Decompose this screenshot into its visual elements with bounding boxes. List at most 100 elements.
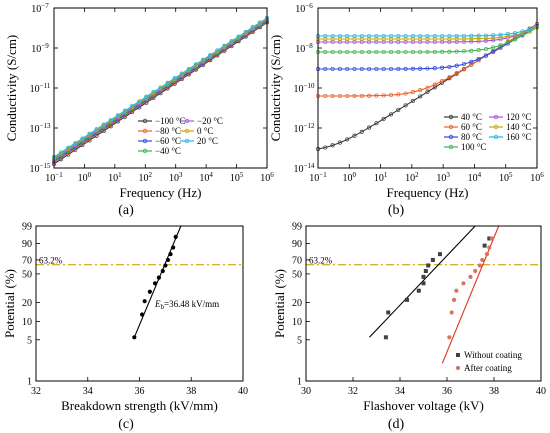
panel-label-a: (a): [118, 203, 134, 218]
data-point: [193, 62, 199, 67]
data-point: [381, 36, 386, 42]
data-point: [337, 36, 342, 42]
data-point: [483, 36, 488, 41]
data-point: [160, 268, 165, 274]
data-point: [418, 36, 423, 42]
x-tick-label: 10−1: [309, 171, 327, 184]
y-tick-label: 90: [292, 239, 302, 250]
data-point: [381, 49, 386, 55]
data-point: [440, 36, 445, 42]
data-point: [461, 39, 467, 44]
data-point: [179, 71, 184, 76]
data-point: [396, 49, 401, 55]
data-point: [330, 39, 335, 45]
data-point: [423, 269, 428, 274]
data-point: [425, 85, 430, 90]
data-point: [489, 236, 494, 241]
data-point: [451, 297, 457, 302]
y-tick-label: 5: [297, 335, 302, 346]
data-point: [374, 93, 379, 98]
data-point: [352, 66, 357, 72]
y-tick-label: 20: [22, 298, 32, 309]
data-point: [388, 49, 394, 55]
y-tick-label: 99: [292, 222, 302, 233]
legend-marker: [184, 118, 190, 124]
data-point: [396, 92, 401, 97]
chart-panel-b: 10−1 100 101 102 103 104 105 106 10−14 10−12 10−10…: [268, 2, 544, 200]
legend-label: 20 °C: [197, 136, 218, 146]
reference-label: 63.2%: [309, 256, 333, 266]
data-point: [250, 25, 255, 30]
data-point: [440, 49, 445, 54]
x-tick-label: 36: [442, 386, 452, 397]
data-point: [59, 150, 64, 155]
x-tick-label: 36: [135, 386, 145, 397]
y-tick-label: 10−13: [30, 122, 51, 135]
data-point: [410, 98, 415, 103]
data-point: [359, 36, 364, 42]
y-tick-label: 20: [292, 298, 302, 309]
x-tick-label: 106: [260, 171, 274, 184]
data-point: [359, 39, 364, 45]
data-point: [468, 274, 473, 279]
data-point: [432, 39, 437, 45]
data-point: [498, 45, 503, 50]
legend-label: −40 °C: [155, 146, 181, 156]
data-point: [323, 49, 328, 55]
data-point: [337, 49, 342, 55]
data-point: [421, 274, 426, 279]
series-line-6: [318, 25, 538, 37]
series-line-6: [53, 17, 268, 158]
legend-label: −80 °C: [155, 126, 181, 136]
legend-marker: [456, 353, 460, 357]
legend-label: 60 °C: [461, 122, 482, 132]
panel-label-b: (b): [388, 203, 405, 218]
data-point: [461, 66, 467, 71]
data-point: [513, 30, 518, 36]
chart-panel-c: 63.2% 32 34 36 38 40 1 5 10 20 50 70 90 99 Breakdown s…: [2, 222, 248, 414]
data-point: [425, 49, 430, 54]
data-point: [476, 39, 481, 44]
data-point: [73, 141, 78, 146]
data-point: [469, 39, 474, 44]
x-tick-label: 101: [108, 171, 122, 184]
x-tick-label: 100: [343, 171, 357, 184]
y-tick-label: 10−10: [294, 82, 315, 95]
data-point: [527, 27, 532, 32]
data-point: [374, 33, 379, 39]
x-tick-label: 100: [78, 171, 92, 184]
data-point: [410, 49, 415, 55]
reference-label: 63.2%: [39, 256, 63, 266]
y-tick-label: 99: [22, 222, 32, 233]
data-point: [418, 94, 423, 99]
data-point: [345, 137, 350, 142]
x-axis-title: Frequency (Hz): [387, 185, 469, 200]
data-point: [505, 34, 510, 39]
data-point: [403, 66, 408, 71]
y-tick-label: 50: [292, 269, 302, 280]
data-point: [447, 75, 452, 80]
data-point: [483, 33, 488, 38]
data-point: [381, 93, 386, 98]
data-point: [173, 234, 178, 239]
data-point: [447, 49, 452, 54]
legend-marker: [184, 138, 190, 144]
chart-panel-a: 10−1 100 101 102 103 104 105 106 10−15 10−13 10−11…: [4, 2, 274, 200]
y-tick-label: 10−11: [30, 82, 51, 95]
data-point: [505, 32, 510, 37]
data-point: [130, 103, 135, 109]
data-point: [330, 93, 335, 99]
data-point: [440, 33, 445, 39]
data-point: [491, 38, 496, 43]
legend-label: −60 °C: [155, 136, 181, 146]
y-tick-label: 1: [27, 377, 32, 388]
data-point: [482, 243, 487, 248]
data-point: [432, 36, 437, 42]
data-point: [388, 66, 394, 72]
y-tick-label: 10−9: [31, 42, 49, 55]
series-line-1: [318, 23, 538, 97]
data-point: [330, 66, 335, 72]
data-point: [186, 66, 191, 71]
legend-marker: [493, 114, 499, 120]
data-point: [520, 29, 525, 34]
